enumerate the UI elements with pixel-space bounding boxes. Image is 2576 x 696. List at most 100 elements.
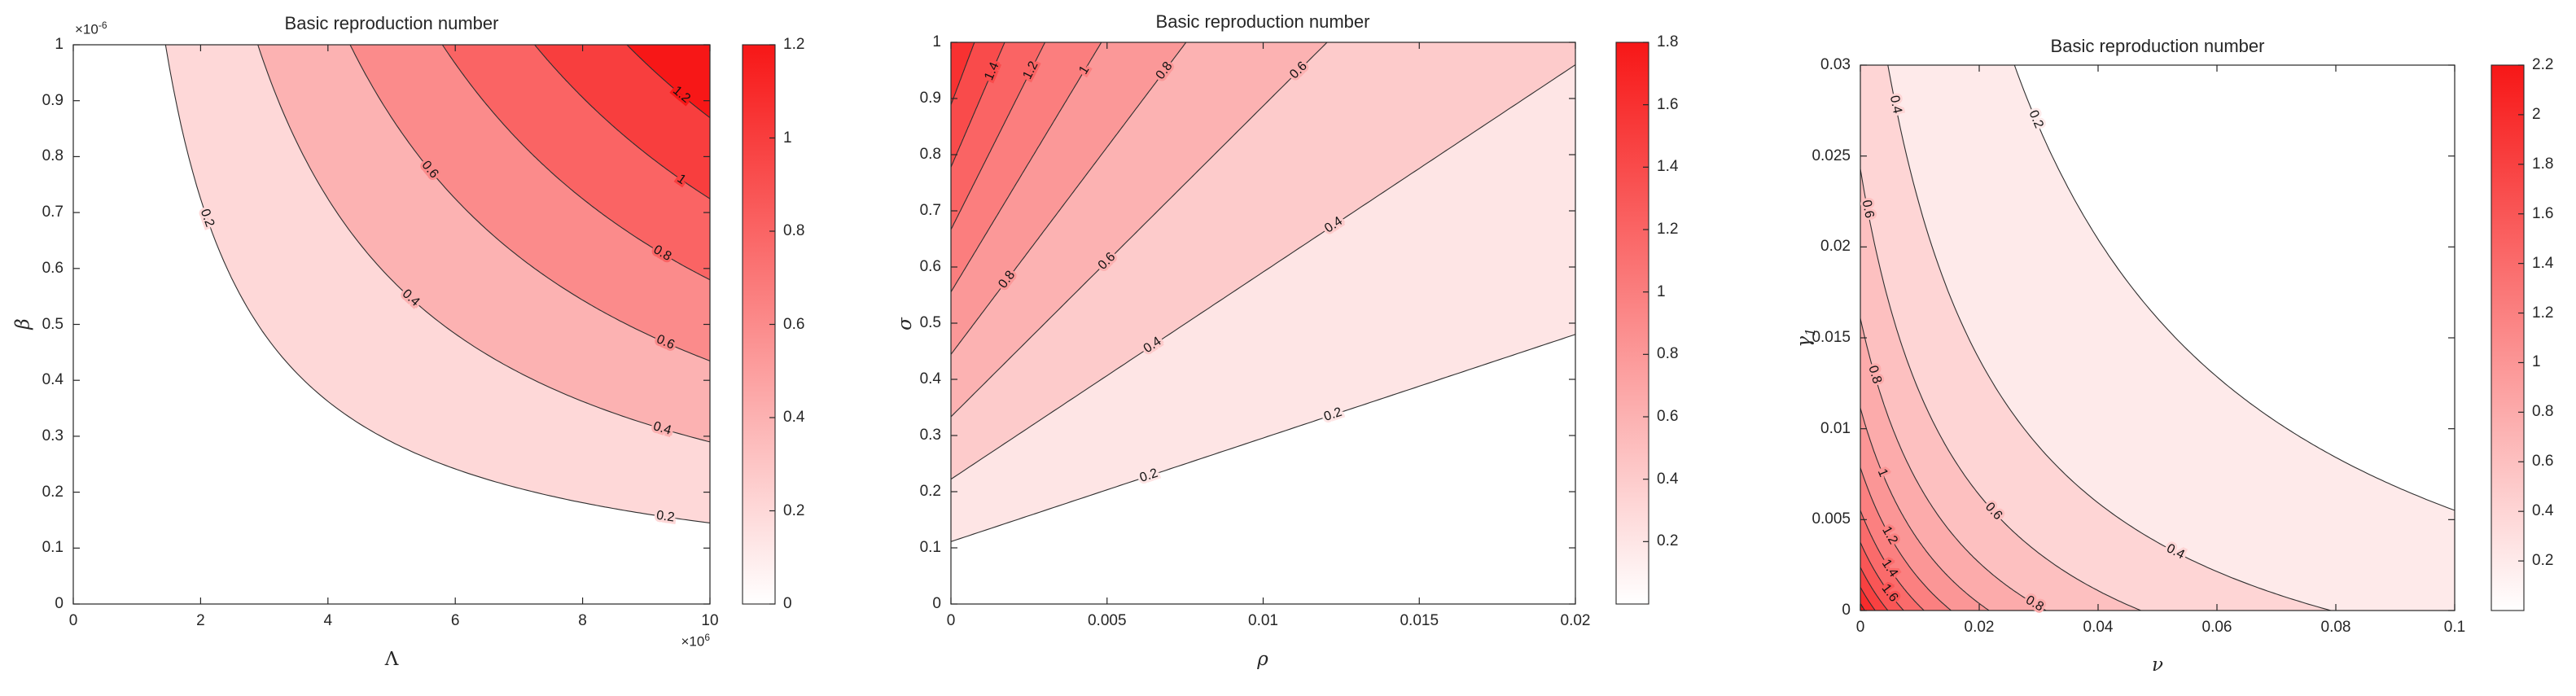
y-tick-label: 1: [932, 33, 941, 50]
y-tick-label: 0.8: [919, 146, 941, 163]
contour-line-1.6: [1860, 542, 1904, 611]
y-tick-label: 0.5: [42, 315, 64, 333]
contour-bands: [73, 45, 710, 604]
contour-line-0.6: [951, 42, 1328, 418]
y-tick-label: 0.005: [1812, 510, 1851, 528]
x-tick-label: 0.08: [2320, 619, 2351, 636]
x-tick-label: 0.1: [2443, 619, 2466, 636]
x-tick-label: 0: [946, 612, 956, 629]
contour-label-0.2: 0.2: [655, 509, 676, 525]
contour-band-1.2: [627, 45, 710, 118]
x-tick-label: 0.015: [1400, 612, 1439, 629]
y-tick-label: 0.6: [919, 258, 941, 275]
contour-plot-1: 0.20.20.40.40.60.60.811.2: [72, 44, 776, 605]
colorbar-tick-label: 0.8: [1657, 345, 1679, 363]
y-tick-label: 0: [55, 595, 64, 612]
contour-line-0.6: [349, 45, 710, 361]
colorbar-tick-label: 0.6: [1657, 408, 1679, 425]
plot1-xlabel: Λ: [384, 649, 399, 670]
contour-plot-3: 0.20.40.40.60.60.80.811.21.41.6: [1857, 64, 2525, 617]
contour-line-1.4: [1860, 510, 1925, 611]
contour-line-0.4: [257, 45, 710, 443]
plot1-y-multiplier: ×10-6: [75, 20, 107, 37]
x-tick-label: 0.01: [1248, 612, 1278, 629]
contour-line-0.2: [2013, 65, 2455, 511]
y-tick-label: 0.7: [919, 202, 941, 219]
y-tick-label: 0.025: [1812, 147, 1851, 164]
y-tick-label: 0.5: [919, 314, 941, 331]
y-tick-label: 0.02: [1820, 238, 1851, 256]
y-tick-label: 0.03: [1820, 56, 1851, 73]
colorbar-tick-label: 0.2: [2532, 552, 2554, 570]
y-tick-label: 0: [1842, 602, 1851, 619]
x-tick-label: 0.04: [2083, 619, 2114, 636]
contour-band-2: [1860, 587, 1876, 611]
plot3-title: Basic reproduction number: [2050, 36, 2265, 56]
contour-line-0.4: [951, 64, 1575, 480]
colorbar-tick-label: 0.4: [783, 409, 805, 426]
y-tick-label: 0.01: [1820, 419, 1851, 437]
x-tick-label: 0.02: [1964, 619, 1995, 636]
y-tick-label: 0.2: [919, 483, 941, 500]
plot2-title: Basic reproduction number: [1155, 11, 1370, 32]
colorbar-tick-label: 1: [1657, 282, 1666, 300]
x-tick-label: 10: [701, 612, 719, 629]
colorbar-tick-label: 1: [783, 129, 792, 147]
contour-line-1.2: [951, 42, 1045, 230]
contour-line-2.2: [1860, 602, 1866, 611]
y-tick-label: 0.8: [42, 147, 64, 165]
colorbar-tick-label: 0.4: [2532, 502, 2554, 520]
y-tick-label: 0.3: [42, 427, 64, 444]
colorbar: [1615, 42, 1649, 605]
colorbar-tick-label: 1.2: [783, 36, 805, 53]
contour-line-1.2: [626, 45, 710, 119]
colorbar-tick-label: 1: [2532, 353, 2541, 371]
contour-line-1.2: [1860, 467, 1952, 611]
contour-line-0.2: [164, 45, 710, 523]
contour-line-0.2: [951, 334, 1575, 542]
contour-bands: [951, 42, 1575, 604]
colorbar-tick-label: 1.2: [2532, 304, 2554, 322]
contour-band-0.4: [1860, 65, 2331, 611]
contour-line-0.4: [1887, 65, 2332, 611]
x-tick-label: 0.06: [2201, 619, 2232, 636]
plot3-xlabel: ν: [2152, 654, 2163, 676]
colorbar-tick-label: 0.6: [2532, 453, 2554, 471]
x-tick-label: 2: [196, 612, 205, 629]
contour-line-0.8: [1860, 317, 2047, 611]
contour-plot-2: 1.4 1.2 10.80.80.60.60.40.40.20.2: [950, 42, 1649, 605]
colorbar-tick-label: 0.8: [2532, 403, 2554, 421]
colorbar-tick-label: 1.8: [2532, 155, 2554, 173]
contour-line-1: [951, 42, 1102, 292]
y-tick-label: 0.7: [42, 204, 64, 221]
colorbar-tick-label: 1.6: [2532, 204, 2554, 222]
x-tick-label: 8: [578, 612, 587, 629]
contour-line-0.8: [951, 42, 1187, 355]
colorbar-tick-label: 1.4: [2532, 254, 2554, 272]
y-tick-label: 0.2: [42, 483, 64, 501]
colorbar-tick-label: 1.2: [1657, 221, 1679, 238]
y-tick-label: 0.4: [919, 370, 941, 387]
colorbar-tick-label: 1.4: [1657, 158, 1679, 176]
colorbar-tick-label: 0.8: [783, 222, 805, 239]
x-tick-label: 0: [68, 612, 78, 629]
contour-line-1: [1860, 407, 1990, 611]
colorbar-tick-label: 2.2: [2532, 56, 2554, 73]
colorbar-tick-label: 1.6: [1657, 95, 1679, 113]
x-tick-label: 0: [1855, 619, 1865, 636]
y-tick-label: 0.1: [42, 539, 64, 557]
plot1-x-multiplier: ×106: [681, 632, 710, 650]
colorbar-tick-label: 0.2: [1657, 532, 1679, 550]
colorbar-tick-label: 0: [783, 595, 792, 612]
colorbar: [2491, 64, 2525, 611]
colorbar-tick-label: 0.4: [1657, 470, 1679, 488]
y-tick-label: 0.1: [919, 539, 941, 556]
y-tick-label: 0.9: [919, 90, 941, 107]
plot1-title: Basic reproduction number: [284, 13, 499, 33]
y-tick-label: 0: [932, 595, 941, 612]
contour-line-1.4: [951, 42, 1005, 168]
contour-line-1.8: [1860, 567, 1889, 611]
contour-line-0.6: [1860, 169, 2141, 611]
